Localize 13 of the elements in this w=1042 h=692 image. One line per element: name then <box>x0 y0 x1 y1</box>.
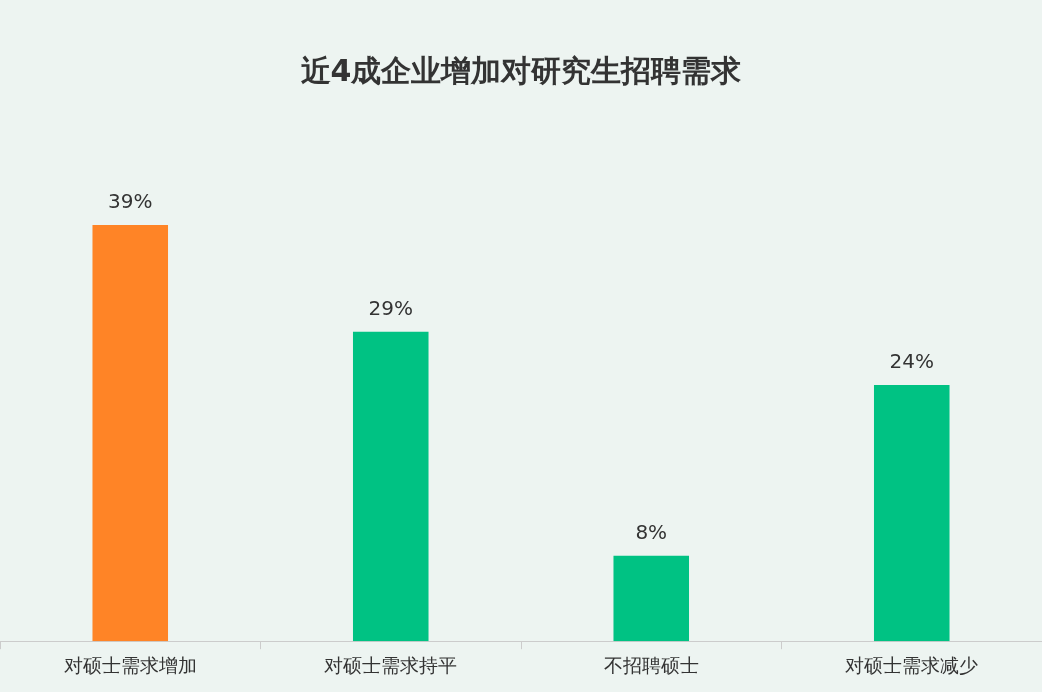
data-label: 8% <box>635 520 668 545</box>
chart-title: 近4成企业增加对研究生招聘需求 <box>300 52 742 88</box>
bar <box>613 555 690 642</box>
bar <box>873 385 950 642</box>
bar <box>352 331 429 642</box>
data-label: 24% <box>889 349 934 374</box>
x-tick-label: 对硕士需求持平 <box>324 653 458 676</box>
bar <box>92 225 169 642</box>
x-tick-label: 对硕士需求减少 <box>845 653 979 676</box>
data-label: 39% <box>108 189 153 214</box>
data-label: 29% <box>368 295 413 320</box>
x-tick-label: 对硕士需求增加 <box>63 653 197 676</box>
x-tick-label: 不招聘硕士 <box>603 653 699 676</box>
